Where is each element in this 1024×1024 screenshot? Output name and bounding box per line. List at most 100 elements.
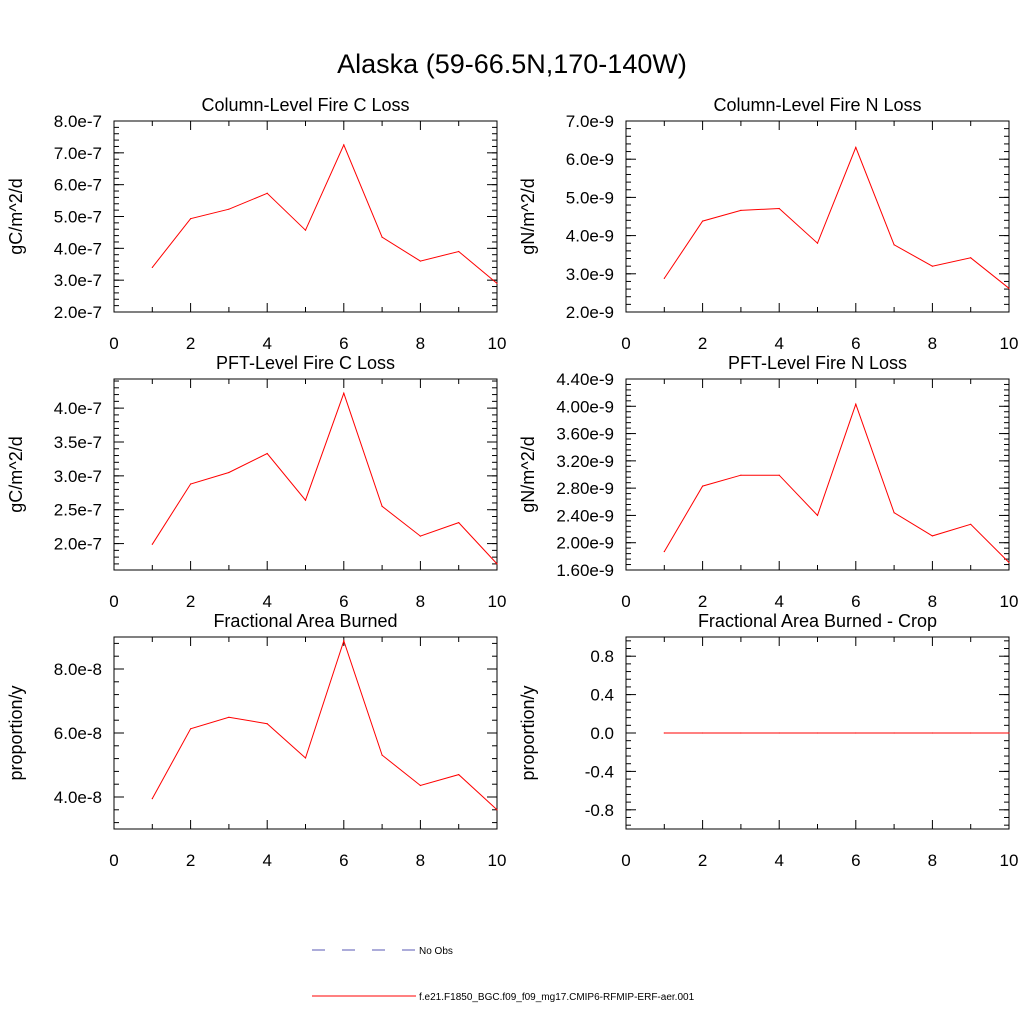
x-tick-label: 6: [339, 592, 348, 611]
y-tick-label: -0.8: [585, 801, 614, 820]
y-tick-label: 5.0e-9: [566, 188, 614, 207]
data-point: [228, 208, 230, 210]
data-point: [931, 732, 934, 734]
x-tick-label: 0: [109, 851, 118, 870]
x-tick-label: 2: [698, 851, 707, 870]
x-tick-label: 10: [488, 851, 507, 870]
panel-title: Column-Level Fire N Loss: [713, 95, 921, 115]
y-tick-label: 5.0e-7: [54, 208, 102, 227]
data-point: [893, 512, 895, 514]
data-point: [816, 732, 819, 734]
y-axis-label: gN/m^2/d: [518, 436, 538, 512]
y-tick-label: 6.0e-9: [566, 150, 614, 169]
data-point: [304, 757, 307, 759]
data-point: [381, 505, 383, 507]
y-tick-label: 8.0e-7: [54, 112, 102, 131]
y-tick-label: 2.00e-9: [556, 534, 614, 553]
x-tick-label: 6: [851, 851, 860, 870]
panel-title: Fractional Area Burned - Crop: [698, 611, 937, 631]
data-point: [343, 640, 345, 642]
x-tick-label: 0: [621, 592, 630, 611]
x-tick-label: 10: [488, 592, 507, 611]
chart-panel-2: Column-Level Fire N Loss gN/m^2/d 0 2 4 6 8 10 2…: [518, 95, 1018, 353]
y-tick-label: 2.5e-7: [54, 501, 102, 520]
data-point: [151, 543, 153, 545]
x-tick-label: 10: [1000, 592, 1019, 611]
data-point: [419, 535, 421, 537]
data-point: [778, 207, 780, 210]
data-point: [458, 250, 460, 253]
data-point: [190, 483, 192, 485]
x-tick-label: 4: [262, 592, 271, 611]
plot-frame: [113, 378, 498, 571]
chart-panel-5: Fractional Area Burned proportion/y 0 2 4 6 8 1…: [6, 611, 506, 870]
data-point: [419, 260, 421, 262]
data-point: [970, 732, 972, 734]
data-point: [1008, 561, 1010, 564]
data-point: [343, 392, 345, 394]
series-line-1: [151, 143, 498, 284]
data-point: [458, 521, 460, 524]
data-point: [855, 403, 857, 405]
data-point: [458, 774, 460, 776]
y-tick-label: 6.0e-8: [54, 724, 102, 743]
x-tick-label: 8: [416, 592, 425, 611]
data-point: [266, 192, 268, 194]
data-point: [816, 242, 819, 244]
y-tick-label: 3.20e-9: [556, 452, 614, 471]
panel-grid: Column-Level Fire C Loss gC/m^2/d 0 2 4 6 8 10 2…: [6, 95, 1018, 870]
y-tick-label: 3.60e-9: [556, 425, 614, 444]
data-point: [381, 236, 383, 238]
y-axis-label: proportion/y: [518, 685, 538, 780]
data-point: [931, 265, 934, 267]
data-point: [663, 732, 665, 734]
y-tick-label: 4.0e-8: [54, 788, 102, 807]
data-point: [816, 514, 819, 517]
x-tick-label: 4: [774, 334, 783, 353]
chart-panel-6: Fractional Area Burned - Crop proportion/…: [518, 611, 1018, 870]
y-axis-label: gC/m^2/d: [6, 436, 26, 512]
data-point: [893, 732, 895, 734]
y-tick-label: 0.8: [590, 647, 614, 666]
y-tick-label: 8.0e-8: [54, 660, 102, 679]
y-tick-label: 2.80e-9: [556, 479, 614, 498]
series-line-1: [663, 402, 1010, 563]
legend-label-no-obs: No Obs: [419, 946, 453, 957]
data-point: [855, 146, 857, 148]
y-tick-label: 6.0e-7: [54, 176, 102, 195]
x-tick-label: 4: [774, 592, 783, 611]
data-point: [1008, 732, 1010, 734]
x-tick-label: 2: [698, 334, 707, 353]
data-point: [931, 535, 934, 537]
x-tick-label: 10: [1000, 334, 1019, 353]
panel-title: PFT-Level Fire N Loss: [728, 353, 907, 373]
y-tick-label: 0.4: [590, 686, 614, 705]
data-point: [228, 716, 230, 718]
x-tick-label: 8: [928, 334, 937, 353]
data-point: [855, 732, 857, 734]
data-point: [151, 266, 153, 269]
plot-frame: [113, 636, 498, 830]
x-tick-label: 2: [698, 592, 707, 611]
data-point: [702, 485, 704, 487]
data-point: [304, 229, 307, 231]
data-point: [190, 728, 192, 730]
y-tick-label: 4.0e-7: [54, 239, 102, 258]
data-point: [893, 244, 895, 246]
x-tick-label: 2: [186, 592, 195, 611]
y-tick-label: 3.0e-9: [566, 265, 614, 284]
y-tick-label: 4.00e-9: [556, 397, 614, 416]
y-tick-label: -0.4: [585, 762, 614, 781]
data-point: [702, 220, 704, 222]
data-point: [304, 499, 307, 501]
y-axis-label: proportion/y: [6, 685, 26, 780]
data-point: [778, 732, 780, 734]
x-tick-label: 4: [262, 851, 271, 870]
x-tick-label: 6: [339, 851, 348, 870]
data-point: [496, 282, 498, 284]
x-tick-label: 8: [928, 592, 937, 611]
series-line-1: [663, 146, 1010, 289]
y-tick-label: 0.0: [590, 724, 614, 743]
chart-panel-4: PFT-Level Fire N Loss gN/m^2/d 0 2 4 6 8 10 1.60…: [518, 353, 1018, 611]
